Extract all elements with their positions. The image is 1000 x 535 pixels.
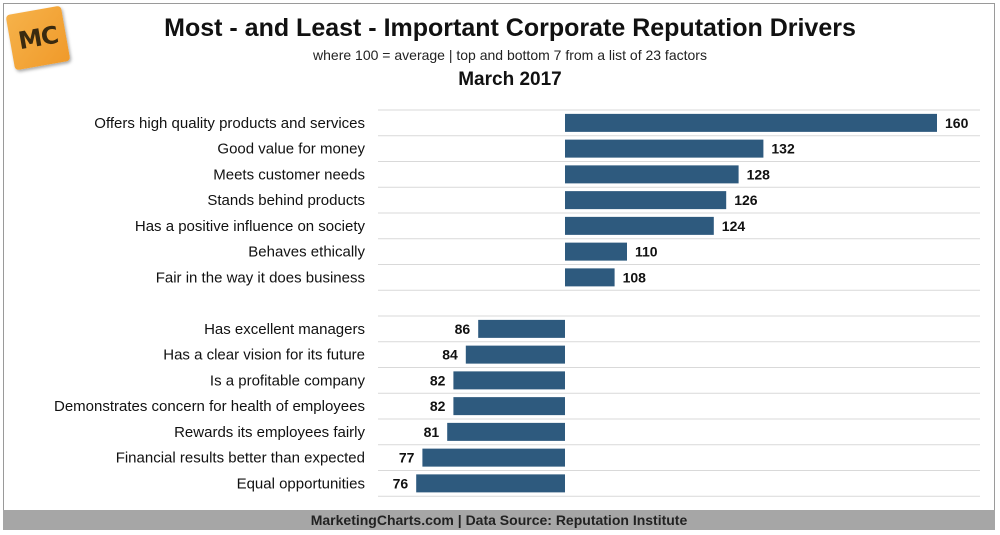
data-label: 84	[442, 347, 458, 363]
chart-frame	[3, 3, 995, 530]
bar	[565, 139, 764, 158]
bar	[453, 397, 565, 416]
bar	[565, 216, 714, 235]
category-label: Behaves ethically	[248, 244, 365, 261]
bar	[453, 371, 565, 390]
data-label: 86	[455, 321, 471, 337]
category-label: Demonstrates concern for health of emplo…	[54, 398, 365, 415]
category-label: Equal opportunities	[237, 475, 365, 492]
data-label: 126	[734, 192, 758, 208]
category-label: Good value for money	[217, 141, 365, 158]
category-label: Stands behind products	[207, 192, 365, 209]
data-label: 81	[424, 424, 440, 440]
bar	[422, 448, 565, 467]
data-label: 160	[945, 115, 969, 131]
bar	[565, 242, 627, 261]
category-label: Has a clear vision for its future	[163, 347, 365, 364]
data-label: 82	[430, 372, 446, 388]
category-label: Rewards its employees fairly	[174, 424, 365, 441]
data-label: 77	[399, 450, 415, 466]
category-label: Is a profitable company	[210, 372, 366, 389]
source-footer: MarketingCharts.com | Data Source: Reput…	[3, 510, 995, 530]
category-label: Meets customer needs	[213, 166, 365, 183]
data-label: 110	[635, 244, 658, 260]
bar	[565, 191, 727, 210]
category-label: Has a positive influence on society	[135, 218, 366, 235]
data-label: 76	[393, 475, 409, 491]
chart-title: Most - and Least - Important Corporate R…	[164, 14, 856, 42]
data-label: 124	[722, 218, 746, 234]
category-label: Fair in the way it does business	[156, 269, 365, 286]
chart-subtitle: where 100 = average | top and bottom 7 f…	[313, 47, 707, 63]
category-label: Has excellent managers	[204, 321, 365, 338]
bar	[565, 268, 615, 287]
bar	[565, 165, 739, 184]
data-label: 128	[747, 166, 771, 182]
data-label: 108	[623, 269, 647, 285]
bar	[478, 319, 565, 338]
bar	[565, 113, 937, 132]
chart-period: March 2017	[458, 69, 562, 90]
bar	[447, 422, 565, 441]
bar	[465, 345, 565, 364]
data-label: 82	[430, 398, 446, 414]
bar	[416, 474, 565, 493]
data-label: 132	[771, 141, 795, 157]
category-label: Financial results better than expected	[116, 450, 365, 467]
category-label: Offers high quality products and service…	[94, 115, 365, 132]
